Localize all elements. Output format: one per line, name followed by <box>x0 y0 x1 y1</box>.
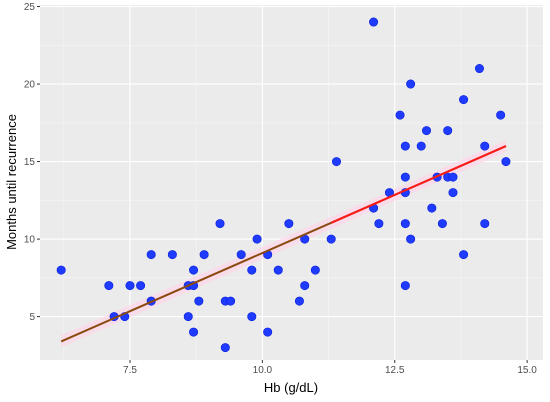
data-point <box>474 64 484 74</box>
y-axis-title: Months until recurrence <box>4 114 19 250</box>
y-tick-label: 20 <box>24 80 36 91</box>
data-point <box>400 219 410 229</box>
data-point <box>501 157 511 167</box>
data-point <box>252 234 262 244</box>
data-point <box>294 296 304 306</box>
data-point <box>332 157 342 167</box>
data-point <box>247 265 257 275</box>
fit-line <box>330 145 507 224</box>
data-point <box>480 141 490 151</box>
data-point <box>189 327 199 337</box>
data-point <box>443 126 453 136</box>
data-point <box>136 281 146 291</box>
regression-line <box>60 145 507 343</box>
data-point <box>220 343 230 353</box>
data-point <box>448 172 458 182</box>
data-point <box>374 219 384 229</box>
data-point <box>236 250 246 260</box>
y-tick-label: 10 <box>24 235 36 246</box>
y-tick-label: 15 <box>24 157 36 168</box>
y-tick-label: 25 <box>24 2 36 13</box>
x-axis-title: Hb (g/dL) <box>264 380 318 395</box>
data-point <box>194 296 204 306</box>
data-point <box>459 250 469 260</box>
data-point <box>427 203 437 213</box>
data-point <box>459 95 469 105</box>
x-tick-label: 10.0 <box>253 365 273 376</box>
data-point <box>369 17 379 27</box>
data-point <box>480 219 490 229</box>
data-point <box>437 219 447 229</box>
data-point <box>496 110 506 120</box>
data-point <box>406 234 416 244</box>
data-point <box>263 327 273 337</box>
x-tick-label: 15.0 <box>517 365 537 376</box>
data-point <box>146 250 156 260</box>
x-tick-label: 12.5 <box>385 365 405 376</box>
data-point <box>422 126 432 136</box>
data-point <box>104 281 114 291</box>
plot-panel <box>40 5 543 360</box>
y-axis-ticks: 5 10 15 20 25 <box>24 2 40 323</box>
data-point <box>125 281 135 291</box>
minor-gridlines <box>40 5 543 360</box>
data-points <box>56 17 511 353</box>
data-point <box>400 281 410 291</box>
data-point <box>189 265 199 275</box>
x-tick-label: 7.5 <box>123 365 137 376</box>
data-point <box>183 312 193 322</box>
data-point <box>284 219 294 229</box>
data-point <box>416 141 426 151</box>
data-point <box>215 219 225 229</box>
data-point <box>395 110 405 120</box>
x-axis-ticks: 7.5 10.0 12.5 15.0 <box>123 360 537 376</box>
data-point <box>273 265 283 275</box>
data-point <box>326 234 336 244</box>
data-point <box>400 141 410 151</box>
data-point <box>300 281 310 291</box>
data-point <box>247 312 257 322</box>
data-point <box>167 250 177 260</box>
data-point <box>226 296 236 306</box>
y-tick-label: 5 <box>29 312 35 323</box>
data-point <box>310 265 320 275</box>
data-point <box>199 250 209 260</box>
data-point <box>56 265 66 275</box>
data-point <box>406 79 416 89</box>
data-point <box>448 188 458 198</box>
data-point <box>400 172 410 182</box>
